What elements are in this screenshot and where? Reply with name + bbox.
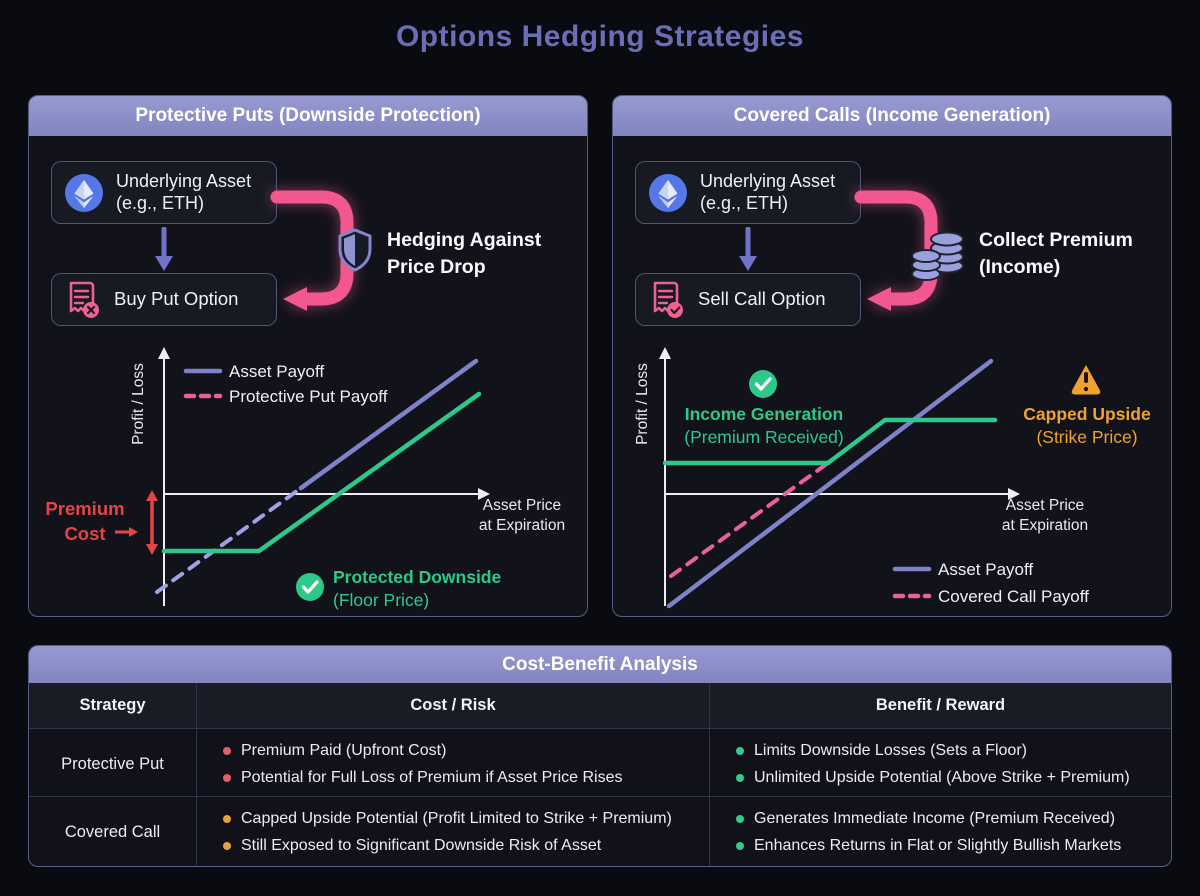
legend-asset-label: Asset Payoff (938, 560, 1033, 579)
income-generation-label-2: (Premium Received) (684, 427, 843, 447)
covered-call-payoff-line (662, 417, 998, 466)
protective-put-payoff-chart: Asset Payoff Protective Put Payoff Profi… (45, 347, 565, 610)
panel-protective-puts: Protective Puts (Downside Protection) Un… (28, 95, 588, 617)
underlying-asset-label: Underlying Asset (e.g., ETH) (700, 170, 836, 213)
premium-cost-pointer-arrow (115, 527, 138, 537)
strategy-cell: Covered Call (29, 797, 197, 866)
premium-cost-span-arrow (146, 490, 158, 555)
panel-protective-puts-header: Protective Puts (Downside Protection) (29, 96, 587, 136)
bullet-icon (223, 773, 231, 782)
shield-icon (338, 228, 372, 272)
legend-asset-label: Asset Payoff (229, 362, 324, 381)
collect-premium-callout: Collect Premium (Income) (979, 229, 1133, 278)
protected-downside-label-2: (Floor Price) (333, 590, 429, 610)
benefit-reward-cell: Limits Downside Losses (Sets a Floor) Un… (710, 729, 1171, 799)
sell-call-option-box: Sell Call Option (635, 273, 861, 326)
x-axis-label-1: Asset Price (1006, 497, 1084, 514)
bullet-icon (736, 814, 744, 823)
coins-icon (911, 231, 964, 281)
cost-benefit-table-title: Cost-Benefit Analysis (29, 646, 1171, 683)
bullet-icon (223, 841, 231, 850)
income-generation-label-1: Income Generation (685, 404, 844, 424)
column-header-strategy: Strategy (29, 683, 197, 728)
buy-put-option-label: Buy Put Option (114, 288, 239, 310)
covered-call-payoff-chart: Income Generation (Premium Received) Cap… (634, 347, 1151, 609)
protective-put-payoff-line (161, 391, 482, 554)
panel-covered-calls: Covered Calls (Income Generation) Underl… (612, 95, 1172, 617)
page-title: Options Hedging Strategies (395, 20, 805, 53)
x-axis-label-1: Asset Price (483, 497, 561, 514)
protected-downside-label-1: Protected Downside (333, 567, 501, 587)
legend-call-label: Covered Call Payoff (938, 587, 1089, 606)
premium-cost-label-1: Premium (45, 498, 124, 519)
buy-put-option-box: Buy Put Option (51, 273, 277, 326)
legend-put-label: Protective Put Payoff (229, 387, 388, 406)
bullet-icon (736, 773, 744, 782)
capped-upside-label-2: (Strike Price) (1036, 427, 1137, 447)
bullet-icon (736, 746, 744, 755)
cost-risk-cell: Premium Paid (Upfront Cost) Potential fo… (197, 729, 710, 799)
capped-upside-label-1: Capped Upside (1023, 404, 1151, 424)
column-header-benefit-reward: Benefit / Reward (875, 696, 1006, 714)
cost-risk-cell: Capped Upside Potential (Profit Limited … (197, 797, 710, 866)
y-axis-label: Profit / Loss (130, 363, 147, 445)
ethereum-icon (649, 173, 687, 212)
table-row-protective-put: Protective Put Premium Paid (Upfront Cos… (29, 729, 1171, 799)
strategy-cell: Protective Put (29, 729, 197, 799)
ethereum-icon (65, 173, 103, 212)
underlying-asset-box: Underlying Asset (e.g., ETH) (635, 161, 861, 224)
underlying-asset-box: Underlying Asset (e.g., ETH) (51, 161, 277, 224)
bullet-icon (223, 814, 231, 823)
call-contract-icon (653, 281, 683, 318)
bullet-icon (736, 841, 744, 850)
cost-benefit-table: Cost-Benefit Analysis Strategy Cost / Ri… (28, 645, 1172, 867)
asset-payoff-line (666, 358, 994, 609)
y-axis-label: Profit / Loss (634, 363, 651, 445)
down-arrow-icon (155, 227, 173, 271)
asset-payoff-line (298, 358, 479, 491)
premium-cost-label-2: Cost (64, 523, 105, 544)
benefit-reward-cell: Generates Immediate Income (Premium Rece… (710, 797, 1171, 866)
table-row-covered-call: Covered Call Capped Upside Potential (Pr… (29, 797, 1171, 866)
down-arrow-icon (739, 227, 757, 271)
asset-payoff-dashed-line (155, 486, 303, 594)
warning-triangle-icon (1071, 365, 1101, 395)
check-circle-icon (749, 370, 777, 398)
put-contract-icon (69, 281, 99, 318)
panel-covered-calls-header: Covered Calls (Income Generation) (613, 96, 1171, 136)
underlying-asset-label: Underlying Asset (e.g., ETH) (116, 170, 252, 213)
x-axis-label-2: at Expiration (1002, 517, 1088, 534)
sell-call-option-label: Sell Call Option (698, 288, 826, 310)
check-circle-icon (296, 573, 324, 601)
column-header-cost-risk: Cost / Risk (197, 683, 710, 728)
bullet-icon (223, 746, 231, 755)
table-header-row: Strategy Cost / Risk Benefit / Reward (29, 683, 1171, 729)
hedging-callout: Hedging Against Price Drop (387, 229, 542, 278)
covered-call-dashed-line (669, 461, 830, 578)
x-axis-label-2: at Expiration (479, 517, 565, 534)
